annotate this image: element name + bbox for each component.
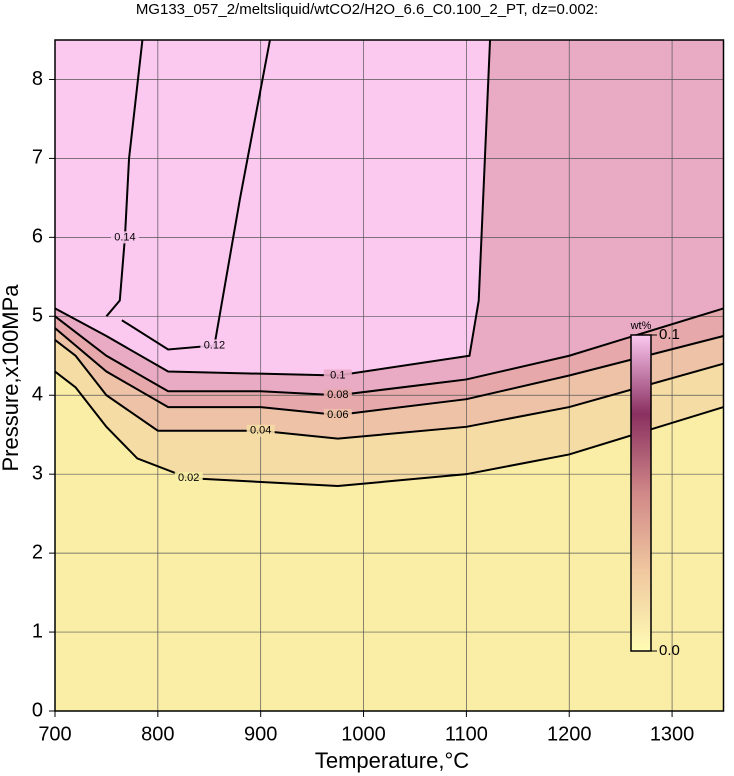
contour-label: 0.14 <box>114 231 135 243</box>
contour-label: 0.1 <box>330 369 345 381</box>
y-tick-label: 7 <box>32 147 43 169</box>
contour-label-bg <box>323 389 352 402</box>
x-tick-label: 800 <box>141 723 174 745</box>
chart-title: MG133_057_2/meltsliquid/wtCO2/H2O_6.6_C0… <box>136 1 598 18</box>
x-axis-label: Temperature,°C <box>315 748 469 773</box>
x-tick-label: 1200 <box>547 723 592 745</box>
contour-label: 0.06 <box>327 409 348 421</box>
plot-frame <box>54 39 725 712</box>
y-tick-label: 4 <box>32 384 43 406</box>
y-axis-label: Pressure,x100MPa <box>0 284 23 472</box>
contour-line <box>54 307 724 397</box>
x-tick-label: 1300 <box>650 723 695 745</box>
contour-label-bg <box>200 339 229 352</box>
x-tick-label: 900 <box>244 723 277 745</box>
contour-label: 0.12 <box>204 339 225 351</box>
contour-label-bg <box>110 231 139 244</box>
y-tick-label: 8 <box>32 68 43 90</box>
colorbar-tick-label: 0.1 <box>659 326 680 343</box>
y-tick-label: 1 <box>32 620 43 642</box>
contour-label-bg <box>323 369 352 382</box>
contour-label-bg <box>323 408 352 421</box>
plot-area: 0.14 0.12 0.1 0.08 0.06 0.04 0.02 <box>54 39 724 712</box>
x-tick-label: 700 <box>38 723 71 745</box>
contour-label-bg <box>246 424 275 437</box>
contour-label: 0.02 <box>178 472 199 484</box>
y-tick-label: 0 <box>32 699 43 721</box>
contour-band <box>55 371 724 711</box>
contour-label: 0.04 <box>250 425 271 437</box>
x-tick-label: 1100 <box>445 723 488 745</box>
colorbar <box>630 334 652 652</box>
contour-label: 0.08 <box>327 389 348 401</box>
colorbar-label: wt% <box>630 320 652 332</box>
y-tick-label: 5 <box>32 305 43 327</box>
y-tick-label: 6 <box>32 226 43 248</box>
contour-line <box>54 327 724 416</box>
colorbar-tick-label: 0.0 <box>659 642 680 659</box>
y-tick-label: 3 <box>32 462 43 484</box>
contour-label-bg <box>174 472 203 485</box>
y-tick-label: 2 <box>32 541 43 563</box>
x-tick-label: 1000 <box>341 723 386 745</box>
